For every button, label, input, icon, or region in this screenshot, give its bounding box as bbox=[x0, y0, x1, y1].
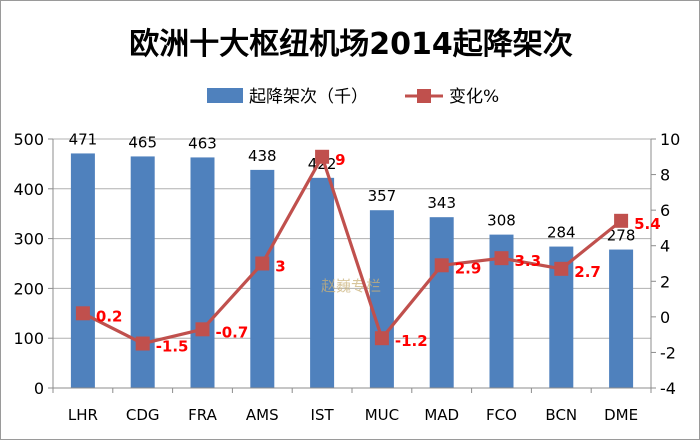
bar-ist bbox=[310, 177, 335, 388]
category-label: MUC bbox=[365, 406, 399, 424]
bar-value-label: 438 bbox=[248, 147, 277, 165]
category-label: MAD bbox=[424, 406, 459, 424]
watermark: 赵巍专栏 bbox=[321, 277, 381, 295]
line-value-label: 3 bbox=[275, 258, 285, 276]
bar-value-label: 357 bbox=[368, 187, 397, 205]
line-marker-ist bbox=[315, 149, 330, 164]
line-value-label: 5.4 bbox=[634, 215, 661, 233]
tick-label-right: 4 bbox=[660, 237, 670, 256]
tick-label-right: 10 bbox=[660, 130, 680, 149]
line-value-label: 9 bbox=[335, 151, 345, 169]
line-marker-ams bbox=[255, 256, 270, 271]
line-marker-mad bbox=[434, 258, 449, 273]
tick-label-left: 500 bbox=[13, 130, 44, 149]
line-marker-lhr bbox=[75, 306, 90, 321]
line-marker-dme bbox=[614, 213, 629, 228]
tick-label-left: 0 bbox=[34, 379, 44, 398]
tick-label-left: 100 bbox=[13, 329, 44, 348]
legend-swatch-line bbox=[417, 89, 431, 103]
line-value-label: 2.7 bbox=[574, 263, 601, 281]
line-marker-muc bbox=[374, 331, 389, 346]
bar-dme bbox=[609, 249, 634, 388]
line-value-label: 3.3 bbox=[515, 252, 542, 270]
legend-label-bar: 起降架次（千） bbox=[249, 87, 368, 107]
bar-value-label: 308 bbox=[487, 212, 516, 230]
line-marker-fra bbox=[195, 322, 210, 337]
category-label: DME bbox=[604, 406, 638, 424]
line-marker-fco bbox=[494, 251, 509, 266]
line-marker-cdg bbox=[135, 336, 150, 351]
bar-value-label: 278 bbox=[607, 227, 636, 245]
bar-fra bbox=[190, 157, 215, 388]
tick-label-right: 2 bbox=[660, 272, 670, 291]
bar-value-label: 471 bbox=[69, 130, 98, 148]
tick-label-left: 300 bbox=[13, 230, 44, 249]
bar-cdg bbox=[130, 156, 155, 388]
bar-value-label: 343 bbox=[427, 194, 456, 212]
category-label: BCN bbox=[545, 406, 577, 424]
tick-label-right: -2 bbox=[660, 343, 676, 362]
line-series-change bbox=[82, 155, 623, 346]
line-value-label: -1.5 bbox=[156, 338, 189, 356]
tick-label-right: -4 bbox=[660, 379, 676, 398]
category-label: CDG bbox=[126, 406, 160, 424]
bar-lhr bbox=[70, 153, 95, 388]
tick-label-right: 6 bbox=[660, 201, 670, 220]
chart-title: 欧洲十大枢纽机场2014起降架次 bbox=[129, 27, 573, 62]
line-value-label: 2.9 bbox=[455, 259, 482, 277]
bar-value-label: 465 bbox=[128, 133, 157, 151]
bar-ams bbox=[250, 169, 275, 388]
line-value-label: -0.7 bbox=[216, 323, 249, 341]
category-label: FCO bbox=[486, 406, 517, 424]
tick-label-right: 8 bbox=[660, 166, 670, 185]
bar-value-label: 284 bbox=[547, 224, 576, 242]
tick-label-left: 400 bbox=[13, 180, 44, 199]
tick-label-left: 200 bbox=[13, 279, 44, 298]
bar-mad bbox=[429, 217, 454, 388]
tick-label-right: 0 bbox=[660, 308, 670, 327]
category-label: FRA bbox=[188, 406, 217, 424]
bar-muc bbox=[369, 210, 394, 388]
legend-label-line: 变化% bbox=[449, 87, 499, 107]
category-label: LHR bbox=[68, 406, 98, 424]
line-marker-bcn bbox=[554, 261, 569, 276]
bar-value-label: 463 bbox=[188, 134, 217, 152]
legend-swatch-bar bbox=[207, 88, 243, 103]
line-value-label: 0.2 bbox=[96, 307, 123, 325]
category-label: IST bbox=[311, 406, 335, 424]
category-label: AMS bbox=[246, 406, 279, 424]
line-value-label: -1.2 bbox=[395, 332, 428, 350]
